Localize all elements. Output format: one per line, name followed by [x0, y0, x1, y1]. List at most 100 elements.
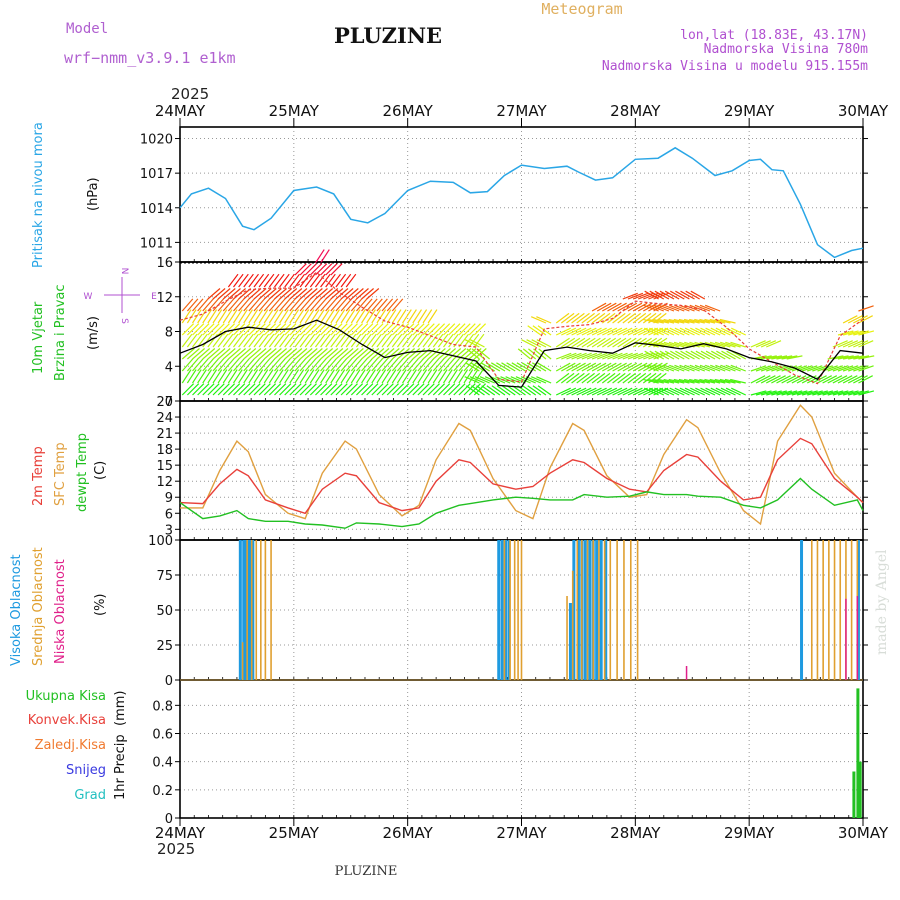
wind-barb	[581, 352, 598, 360]
y-tick-label: 8	[165, 326, 173, 341]
wind-barb	[345, 358, 358, 372]
wind-barb	[755, 365, 772, 372]
wind-barb	[476, 385, 490, 396]
wind-barb	[669, 304, 685, 312]
model-label: Model	[66, 21, 108, 37]
wind-barb	[448, 333, 459, 348]
compass-east-label: E	[151, 292, 157, 302]
wind-barb	[238, 298, 250, 312]
wind-barb	[187, 348, 200, 360]
x-label-bottom: 28MAY	[610, 824, 661, 842]
wind-barb	[490, 362, 506, 372]
wind-barb	[659, 290, 675, 300]
wind-barb	[371, 383, 384, 396]
wind-barb	[273, 369, 284, 384]
wind-barb	[222, 333, 234, 348]
wind-barb	[315, 358, 327, 372]
wind-barb	[268, 358, 281, 372]
wind-barb	[750, 390, 767, 396]
x-label-bottom: 30MAY	[838, 824, 889, 842]
wind-barb	[315, 383, 328, 396]
wind-barb	[694, 364, 711, 372]
wind-barb	[602, 302, 617, 312]
x-label-bottom: 26MAY	[383, 824, 434, 842]
wind-barb	[471, 385, 485, 396]
wind-barb	[233, 383, 246, 396]
wind-barb	[427, 309, 438, 324]
wind-barb	[586, 337, 601, 348]
wind-barb	[192, 358, 204, 372]
wind-barb	[320, 383, 333, 396]
top-year: 2025	[171, 85, 209, 103]
wind-barb	[643, 327, 659, 336]
wind-barb	[591, 362, 607, 372]
wind-barb	[576, 387, 592, 396]
wind-barb	[258, 369, 269, 384]
wind-barb	[273, 309, 284, 324]
wind-barb	[227, 309, 238, 324]
wind-barb	[538, 348, 552, 360]
wind-barb	[335, 298, 347, 312]
wind-barb	[443, 323, 456, 336]
wind-barb	[468, 323, 481, 336]
sfc-temp-line	[180, 404, 864, 526]
wind-barb	[391, 323, 405, 336]
wind-barb	[527, 325, 542, 336]
wind-barb	[202, 369, 213, 384]
wind-barb	[299, 369, 310, 384]
wind-barb	[591, 302, 607, 312]
wind-barb	[268, 348, 282, 360]
model-elevation-label: Nadmorska Visina u modelu 915.155m	[602, 59, 868, 74]
wind-barb	[531, 339, 547, 348]
wind-barb	[684, 364, 700, 372]
wind-barb	[453, 358, 465, 372]
wind-barb	[381, 309, 392, 324]
wind-barb	[253, 383, 266, 396]
wind-barb	[847, 375, 863, 384]
wind-barb	[412, 348, 426, 360]
wind-barb	[658, 378, 675, 384]
station-title: PLUZINE	[334, 23, 442, 48]
wind-barb	[679, 364, 695, 372]
wind-barb	[202, 333, 213, 348]
wind-barb	[448, 323, 461, 336]
wind-barb	[771, 355, 788, 360]
wind-barb	[402, 323, 415, 336]
wind-barb	[212, 333, 224, 348]
wind-barb	[330, 309, 341, 324]
wind-barb	[289, 333, 300, 348]
wind-barb	[781, 365, 797, 372]
wind-barb	[371, 323, 384, 336]
wind-barb	[197, 309, 207, 324]
wind-barb	[243, 369, 254, 384]
wind-barb	[238, 383, 251, 396]
wind-barb	[330, 298, 342, 312]
wind-barb	[684, 327, 700, 336]
wind-barb	[627, 312, 642, 324]
wind-barb	[222, 288, 236, 300]
wind-barb	[299, 273, 311, 288]
wind-barb	[678, 378, 695, 384]
y-tick-label: 0.2	[152, 784, 173, 799]
y-tick-label: 0.6	[152, 728, 173, 743]
wind-barb	[496, 362, 511, 372]
wind-barb	[263, 309, 274, 324]
wind-barb	[340, 383, 353, 396]
wind-barb	[212, 309, 223, 324]
wind-barb	[330, 273, 341, 288]
wind-barb	[391, 383, 405, 396]
y-tick-label: 12	[156, 291, 173, 306]
wind-barb	[560, 372, 575, 384]
wind-barb	[715, 364, 731, 372]
wind-barb	[649, 327, 665, 336]
model-name: wrf−nmm_v3.9.1 e1km	[64, 49, 236, 67]
wind-barb	[325, 348, 339, 360]
wind-barb	[417, 309, 428, 324]
wind-barb	[217, 309, 228, 324]
compass-south-label: S	[119, 318, 129, 324]
wind-barb	[471, 348, 485, 360]
wind-barb	[674, 387, 690, 396]
wind-barb	[576, 327, 592, 336]
wind-barb	[679, 387, 695, 396]
